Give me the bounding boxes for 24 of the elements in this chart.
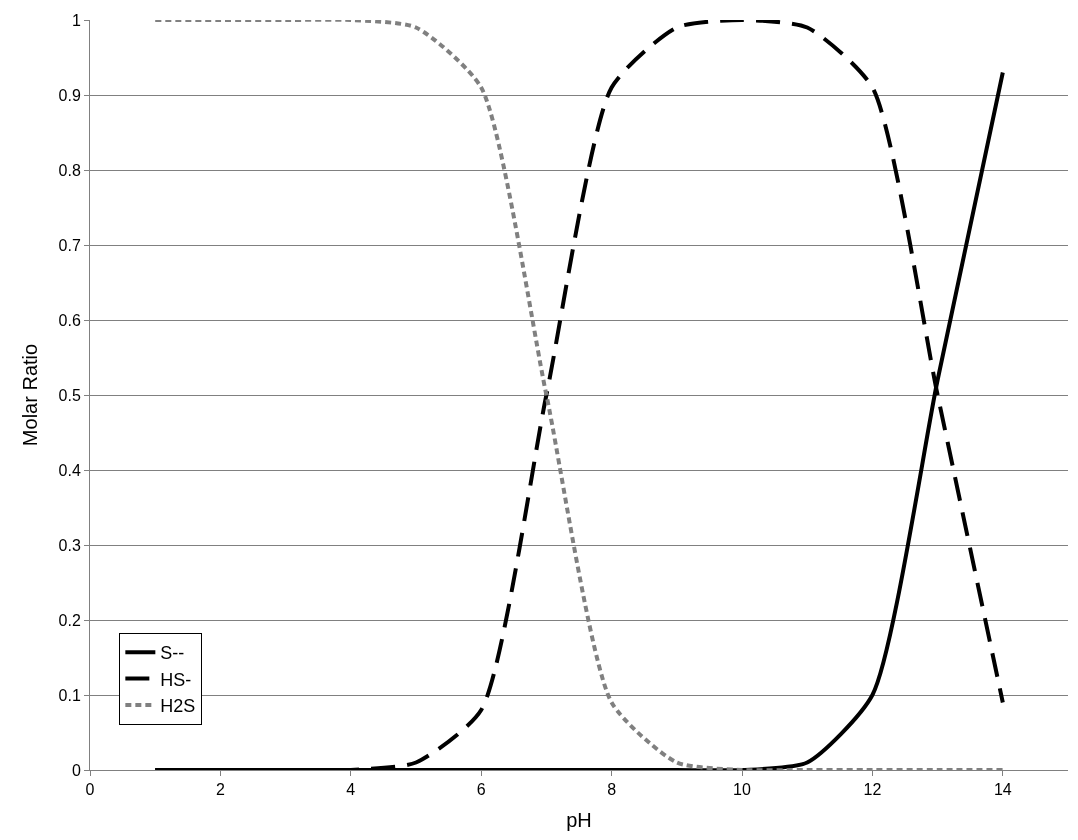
y-tick-label: 0.3 bbox=[58, 536, 81, 554]
x-tick-label: 12 bbox=[863, 781, 882, 799]
x-tick-label: 6 bbox=[476, 781, 486, 799]
y-tick-label: 0.2 bbox=[58, 611, 81, 629]
y-tick-label: 0.1 bbox=[58, 686, 81, 704]
legend-label: S-- bbox=[160, 643, 185, 664]
y-tick-label: 0.4 bbox=[58, 461, 81, 479]
y-tick-label: 0 bbox=[71, 761, 81, 779]
y-tick-label: 0.7 bbox=[58, 236, 81, 254]
x-tick-label: 10 bbox=[733, 781, 751, 799]
y-tick-label: 0.8 bbox=[58, 161, 81, 179]
y-tick-label: 0.5 bbox=[58, 386, 81, 404]
x-tick-label: 8 bbox=[607, 781, 617, 799]
x-tick-label: 4 bbox=[346, 781, 356, 799]
x-axis-title: pH bbox=[566, 808, 592, 831]
x-tick-label: 0 bbox=[85, 781, 95, 799]
y-tick-label: 1 bbox=[71, 11, 81, 29]
legend-label: H2S bbox=[160, 696, 196, 717]
x-tick-label: 2 bbox=[215, 781, 225, 799]
legend-label: HS- bbox=[160, 669, 192, 690]
y-axis-title: Molar Ratio bbox=[19, 343, 42, 447]
y-tick-label: 0.9 bbox=[58, 86, 81, 104]
y-tick-label: 0.6 bbox=[58, 311, 81, 329]
x-tick-label: 14 bbox=[993, 781, 1012, 799]
